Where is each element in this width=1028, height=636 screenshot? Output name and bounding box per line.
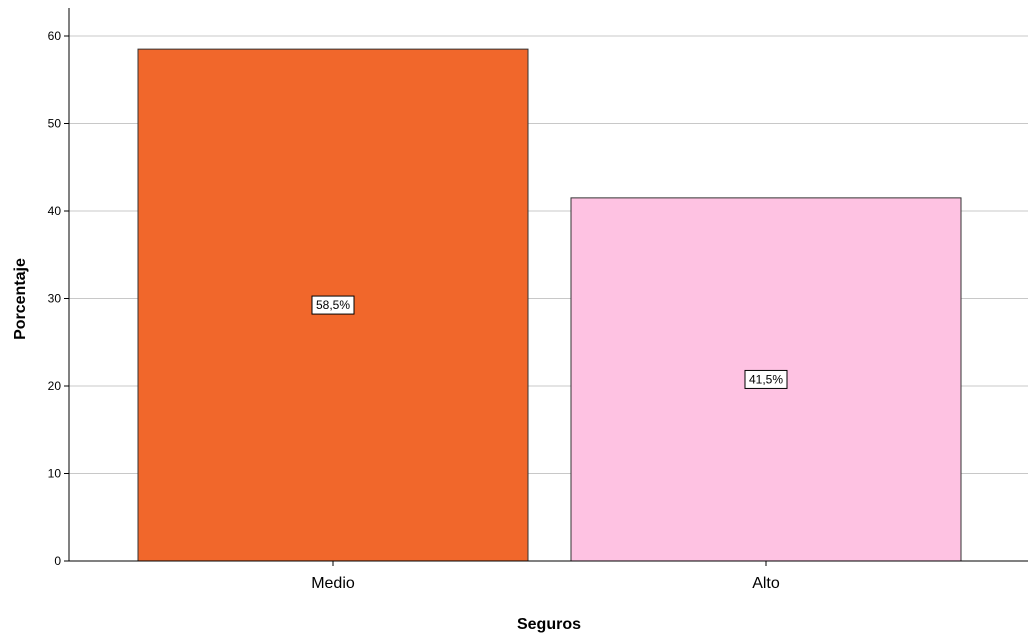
y-tick-label: 0 bbox=[54, 554, 61, 568]
data-label-alto: 41,5% bbox=[744, 369, 788, 389]
data-labels: 58,5% 41,5% bbox=[311, 295, 788, 389]
data-label-text: 41,5% bbox=[749, 372, 783, 386]
x-category-label: Medio bbox=[311, 575, 355, 592]
y-tick-label: 60 bbox=[48, 29, 62, 43]
y-tick-label: 30 bbox=[48, 292, 62, 306]
y-tick-label: 50 bbox=[48, 117, 62, 131]
data-label-medio: 58,5% bbox=[311, 295, 355, 315]
y-tick-label: 40 bbox=[48, 204, 62, 218]
y-axis-title: Porcentaje bbox=[12, 258, 29, 340]
data-label-box bbox=[311, 295, 355, 315]
axes: 0 10 20 30 40 50 60 Medio Alto bbox=[48, 8, 1028, 592]
x-axis-title: Seguros bbox=[517, 616, 581, 633]
x-category-label: Alto bbox=[752, 575, 780, 592]
data-label-box bbox=[744, 369, 788, 389]
data-label-text: 58,5% bbox=[316, 298, 350, 312]
bars bbox=[137, 48, 962, 562]
y-tick-label: 10 bbox=[48, 467, 62, 481]
y-tick-label: 20 bbox=[48, 379, 62, 393]
